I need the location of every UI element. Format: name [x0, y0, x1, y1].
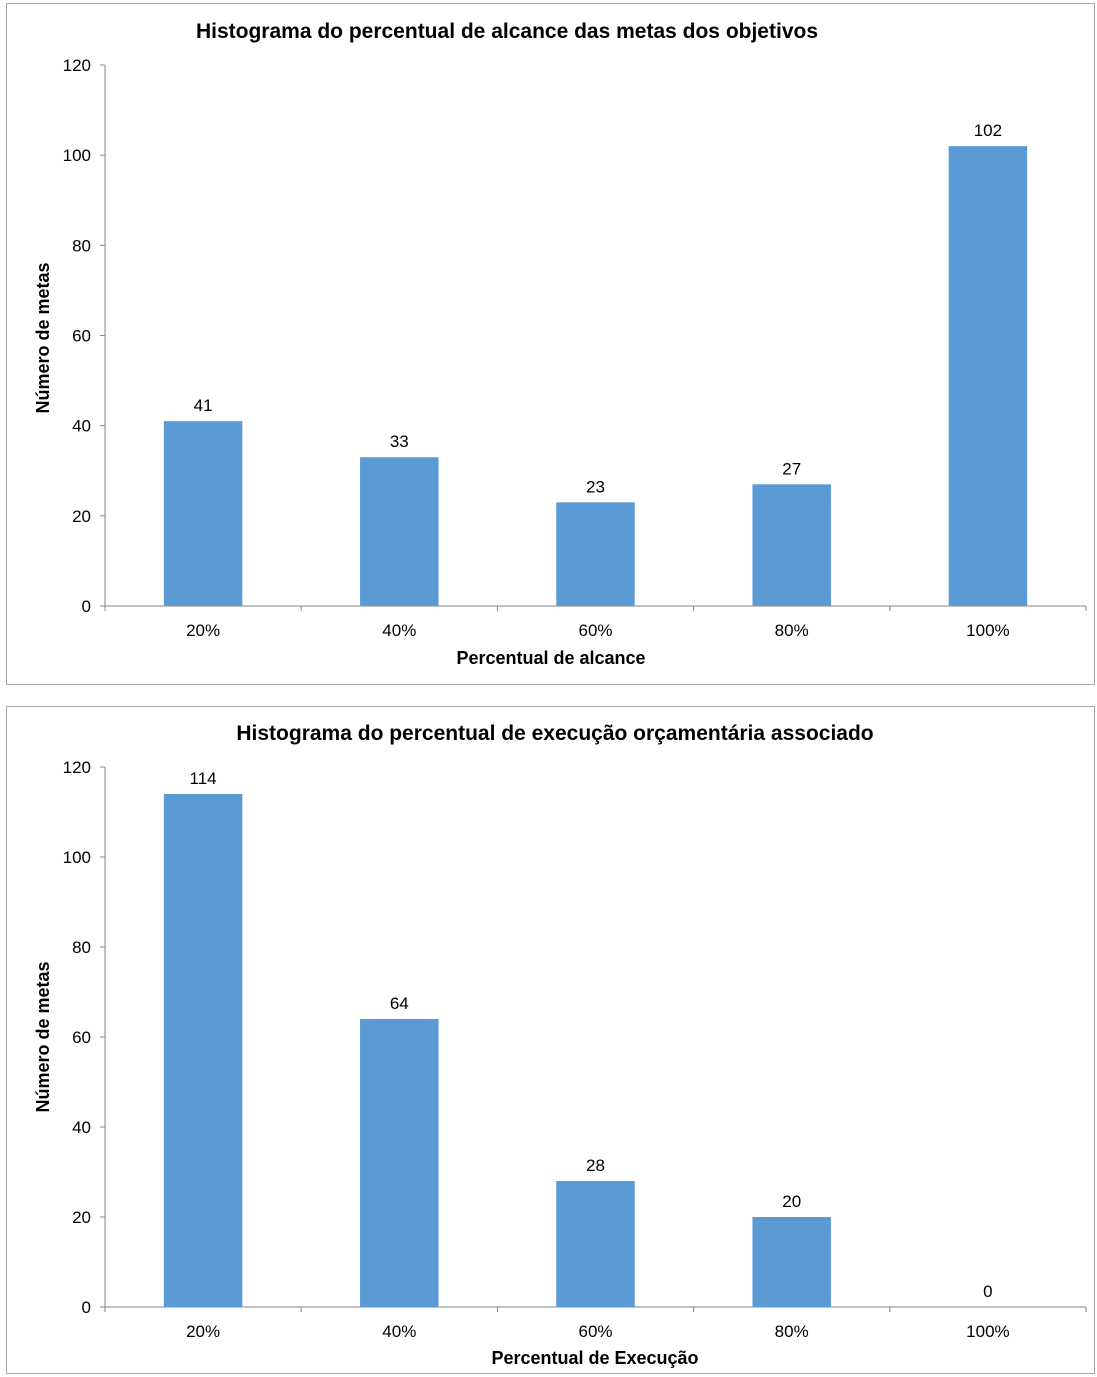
x-tick-label: 80% [775, 1322, 809, 1341]
y-tick-label: 0 [82, 1298, 91, 1317]
data-label: 41 [194, 396, 213, 415]
chart-title: Histograma do percentual de alcance das … [196, 20, 818, 43]
x-tick-label: 60% [578, 1322, 612, 1341]
data-label: 0 [983, 1282, 992, 1301]
chart-panel-alcance: Histograma do percentual de alcance das … [6, 3, 1095, 685]
bar-20% [163, 421, 243, 606]
y-tick-label: 40 [72, 1118, 91, 1137]
data-label: 27 [782, 459, 801, 478]
y-tick-label: 100 [63, 848, 91, 867]
plot-area: 0 20 40 60 80 100 120 114 20% 64 40% 28 60% 20 80% 0 100… [63, 758, 1087, 1341]
x-axis-title: Percentual de alcance [456, 648, 645, 668]
x-tick-label: 40% [382, 621, 416, 640]
x-tick-label: 100% [966, 621, 1009, 640]
x-tick-label: 40% [382, 1322, 416, 1341]
data-label: 20 [782, 1192, 801, 1211]
data-label: 114 [190, 769, 217, 788]
chart-panel-execucao: Histograma do percentual de execução orç… [6, 706, 1095, 1374]
x-axis-title: Percentual de Execução [491, 1348, 698, 1368]
x-tick-label: 60% [578, 621, 612, 640]
y-tick-label: 100 [63, 146, 91, 165]
data-label: 28 [586, 1156, 605, 1175]
y-tick-label: 80 [72, 938, 91, 957]
bar-60% [556, 1181, 635, 1307]
y-axis-title: Número de metas [33, 961, 53, 1112]
y-tick-label: 20 [72, 1208, 91, 1227]
y-tick-label: 60 [72, 1028, 91, 1047]
bar-80% [752, 484, 831, 606]
chart-title: Histograma do percentual de execução orç… [236, 722, 873, 745]
y-tick-label: 0 [82, 597, 91, 616]
chart-alcance: Histograma do percentual de alcance das … [33, 20, 1087, 668]
data-label: 102 [974, 121, 1002, 140]
x-tick-label: 100% [966, 1322, 1009, 1341]
bar-100% [948, 146, 1028, 606]
data-label: 23 [586, 477, 605, 496]
x-tick-label: 20% [186, 1322, 220, 1341]
data-label: 33 [390, 432, 409, 451]
y-tick-label: 40 [72, 417, 91, 436]
y-tick-label: 80 [72, 236, 91, 255]
y-tick-label: 120 [63, 758, 91, 777]
plot-area: 0 20 40 60 80 100 120 41 20% 33 40% 23 60% 27 80% 102 10… [63, 56, 1087, 640]
y-tick-label: 60 [72, 327, 91, 346]
bar-60% [556, 502, 635, 606]
bar-20% [163, 794, 243, 1307]
chart-execucao: Histograma do percentual de execução orç… [33, 722, 1087, 1368]
y-tick-label: 120 [63, 56, 91, 75]
x-tick-label: 80% [775, 621, 809, 640]
x-tick-label: 20% [186, 621, 220, 640]
bar-40% [360, 457, 439, 606]
bar-80% [752, 1217, 831, 1307]
y-axis-title: Número de metas [33, 262, 53, 413]
y-tick-label: 20 [72, 507, 91, 526]
bar-40% [360, 1019, 439, 1307]
data-label: 64 [390, 994, 409, 1013]
